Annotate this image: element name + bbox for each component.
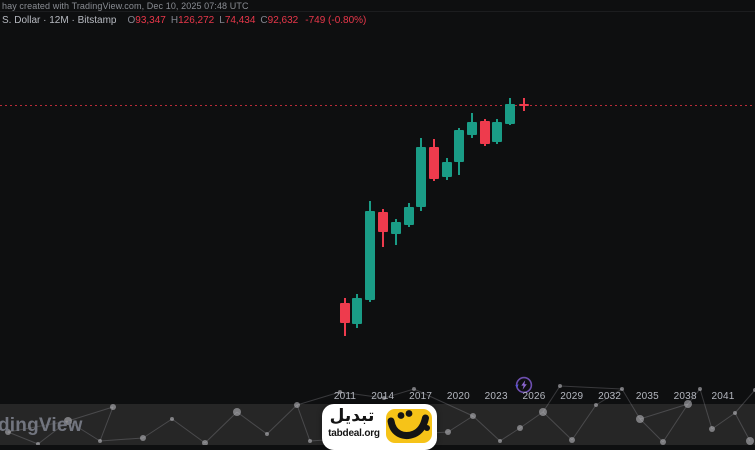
x-axis-label-2017[interactable]: 2017 <box>409 391 433 402</box>
high-label: H <box>170 15 179 26</box>
candle-body-2012 <box>352 298 362 324</box>
high-value: 126,272 <box>178 15 215 26</box>
tabdeal-watermark: تبدیل tabdeal.org <box>322 404 437 450</box>
x-axis-label-2038[interactable]: 2038 <box>673 391 697 402</box>
tabdeal-url: tabdeal.org <box>328 428 380 439</box>
low-value: 74,434 <box>224 15 256 26</box>
candle-body-2019 <box>441 161 452 177</box>
close-label: C <box>260 15 268 26</box>
x-axis-label-2035[interactable]: 2035 <box>635 391 659 402</box>
ohlc-readout: O93,347 H126,272 L74,434 C92,632 -749 (-0.80… <box>122 15 366 26</box>
candle-body-2025 <box>518 103 529 106</box>
low-label: L <box>219 15 225 26</box>
symbol-legend[interactable]: S. Dollar · 12M · Bitstamp O93,347 H126,27… <box>2 15 366 27</box>
replay-flash-icon[interactable] <box>513 374 535 396</box>
candle-body-2017 <box>416 147 426 207</box>
x-axis[interactable]: 2011 2014 2017 2020 2023 2026 2029 2032 2035 2038… <box>0 391 755 404</box>
x-axis-label-2023[interactable]: 2023 <box>484 391 508 402</box>
current-price-line <box>0 104 755 106</box>
x-axis-label-2041[interactable]: 2041 <box>711 391 735 402</box>
top-divider <box>0 11 755 12</box>
tabdeal-logo-icon <box>386 409 432 443</box>
change-value: -749 (-0.80%) <box>305 15 367 26</box>
candle-body-2021 <box>466 121 477 135</box>
x-axis-label-2020[interactable]: 2020 <box>446 391 470 402</box>
candle-body-2011 <box>339 303 350 323</box>
candle-body-2018 <box>428 147 439 179</box>
close-value: 92,632 <box>267 15 299 26</box>
x-axis-label-2011[interactable]: 2011 <box>333 391 357 402</box>
candle-body-2016 <box>403 206 414 225</box>
x-axis-label-2029[interactable]: 2029 <box>560 391 584 402</box>
attribution-text: hay created with TradingView.com, Dec 10… <box>2 1 249 11</box>
x-axis-label-2032[interactable]: 2032 <box>598 391 622 402</box>
open-value: 93,347 <box>135 15 166 26</box>
candle-body-2023 <box>492 121 502 142</box>
candle-body-2022 <box>479 120 490 144</box>
tabdeal-brand-farsi: تبدیل <box>329 406 375 426</box>
candle-body-2013 <box>365 211 375 300</box>
tradingview-logo: dingView <box>0 415 83 436</box>
candle-body-2014 <box>378 212 388 232</box>
candle-body-2020 <box>454 130 464 162</box>
candle-body-2024 <box>504 103 515 124</box>
open-label: O <box>127 15 136 26</box>
candle-body-2015 <box>391 222 401 234</box>
tabdeal-smile-glyph <box>387 410 430 439</box>
chart-canvas[interactable] <box>0 0 755 404</box>
symbol-title[interactable]: S. Dollar · 12M · Bitstamp <box>2 15 117 26</box>
x-axis-label-2026[interactable]: 2026 <box>522 391 546 402</box>
